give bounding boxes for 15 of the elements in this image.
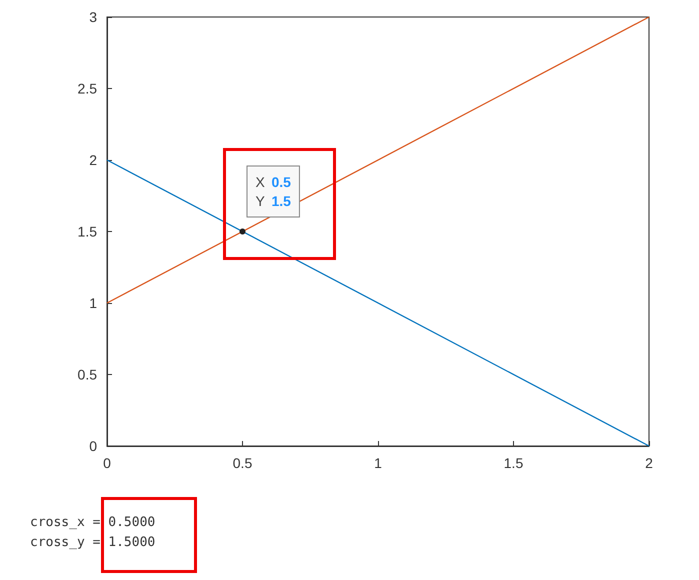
y-tick-label: 1.5 <box>78 224 98 240</box>
x-tick-label: 1 <box>374 455 382 471</box>
x-tick-label: 0.5 <box>232 455 252 471</box>
y-tick-label: 0 <box>89 438 98 454</box>
x-tick-label: 2 <box>645 455 654 471</box>
y-tick-label: 1 <box>89 295 98 311</box>
x-tick-label: 1.5 <box>504 455 524 471</box>
x-tick-label: 0 <box>103 455 112 471</box>
y-tick-label: 3 <box>89 9 98 25</box>
y-tick-label: 2 <box>89 152 98 168</box>
text: cross_y = 1.5000 <box>30 535 156 550</box>
y-tick-label: 2.5 <box>78 80 98 96</box>
y-tick-label: 0.5 <box>78 366 98 382</box>
annotation: X 0.5 Y 1.5 <box>256 174 292 209</box>
text: cross_x = 0.5000 <box>30 515 156 530</box>
